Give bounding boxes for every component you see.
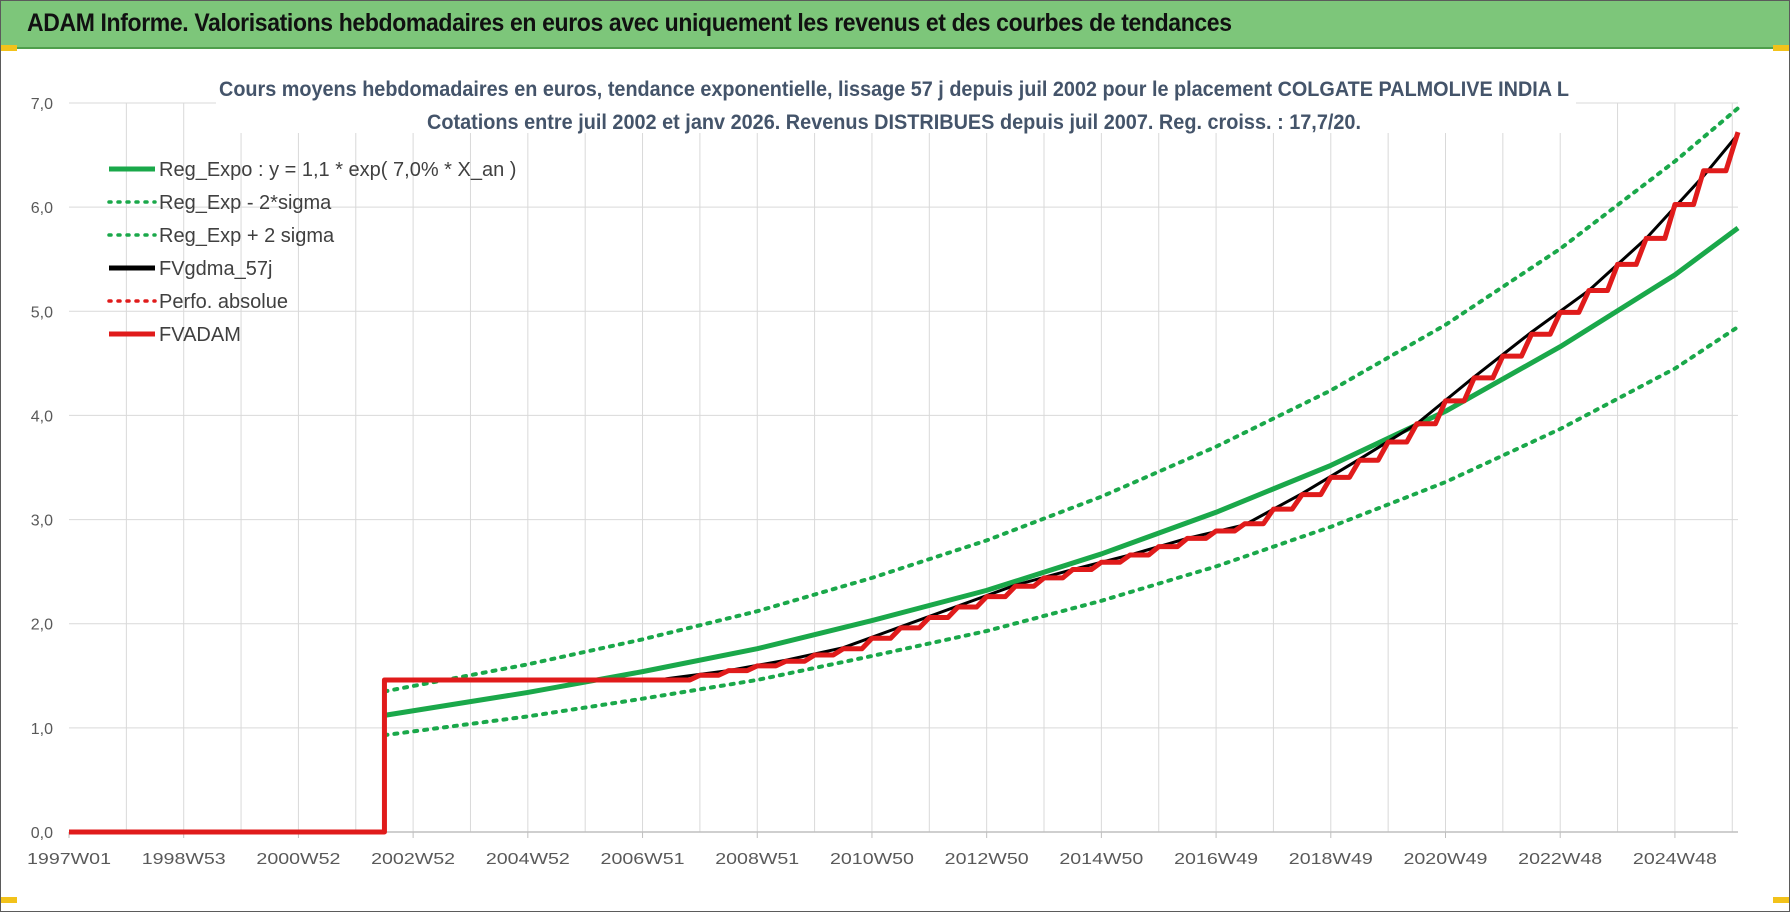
x-tick-label: 2002W52 xyxy=(371,851,455,868)
x-tick-label: 2006W51 xyxy=(601,851,685,868)
header-title: ADAM Informe. Valorisations hebdomadaire… xyxy=(27,9,1232,37)
chart-title-line-2: Cotations entre juil 2002 et janv 2026. … xyxy=(427,111,1361,134)
x-tick-label: 2016W49 xyxy=(1174,851,1258,868)
legend-label: Perfo. absolue xyxy=(159,291,288,313)
x-tick-label: 2012W50 xyxy=(945,851,1029,868)
x-tick-label: 2018W49 xyxy=(1289,851,1373,868)
y-tick-label: 4,0 xyxy=(31,408,53,425)
y-tick-label: 1,0 xyxy=(31,721,53,738)
x-tick-label: 1997W01 xyxy=(27,851,111,868)
y-tick-label: 3,0 xyxy=(31,513,53,530)
chart-title-line-1: Cours moyens hebdomadaires en euros, ten… xyxy=(219,78,1569,101)
x-tick-label: 1998W53 xyxy=(142,851,226,868)
legend-label: FVADAM xyxy=(159,324,241,346)
series-line-2 xyxy=(382,106,1740,694)
y-tick-label: 6,0 xyxy=(31,200,53,217)
x-tick-label: 2008W51 xyxy=(715,851,799,868)
y-tick-label: 7,0 xyxy=(31,96,53,113)
series-line-1 xyxy=(382,324,1740,738)
legend-label: Reg_Expo : y = 1,1 * exp( 7,0% * X_an ) xyxy=(159,159,516,181)
x-tick-label: 2004W52 xyxy=(486,851,570,868)
chart-svg: 0,0 1,0 2,0 3,0 4,0 5,0 6,0 7,0 1997W01 1998W53 20… xyxy=(27,71,1741,868)
x-tick-label: 2000W52 xyxy=(256,851,340,868)
y-tick-label: 0,0 xyxy=(31,825,53,842)
corner-marker xyxy=(1773,897,1789,903)
title-background xyxy=(216,71,1576,133)
corner-marker xyxy=(1,45,17,51)
chart-area: 0,0 1,0 2,0 3,0 4,0 5,0 6,0 7,0 1997W01 1998W53 20… xyxy=(1,49,1789,911)
corner-marker xyxy=(1,897,17,903)
y-tick-label: 2,0 xyxy=(31,617,53,634)
x-tick-label: 2024W48 xyxy=(1633,851,1717,868)
header-bar: ADAM Informe. Valorisations hebdomadaire… xyxy=(1,1,1789,49)
series-line-0 xyxy=(384,225,1740,718)
legend-label: Reg_Exp + 2 sigma xyxy=(159,225,335,247)
x-tick-label: 2022W48 xyxy=(1518,851,1602,868)
x-tick-label: 2020W49 xyxy=(1403,851,1487,868)
legend-label: Reg_Exp - 2*sigma xyxy=(159,192,332,214)
y-tick-label: 5,0 xyxy=(31,304,53,321)
legend-label: FVgdma_57j xyxy=(159,258,272,280)
series-line-3 xyxy=(665,133,1740,681)
corner-marker xyxy=(1773,45,1789,51)
x-tick-label: 2010W50 xyxy=(830,851,914,868)
x-tick-label: 2014W50 xyxy=(1059,851,1143,868)
series-line-5 xyxy=(69,131,1741,835)
